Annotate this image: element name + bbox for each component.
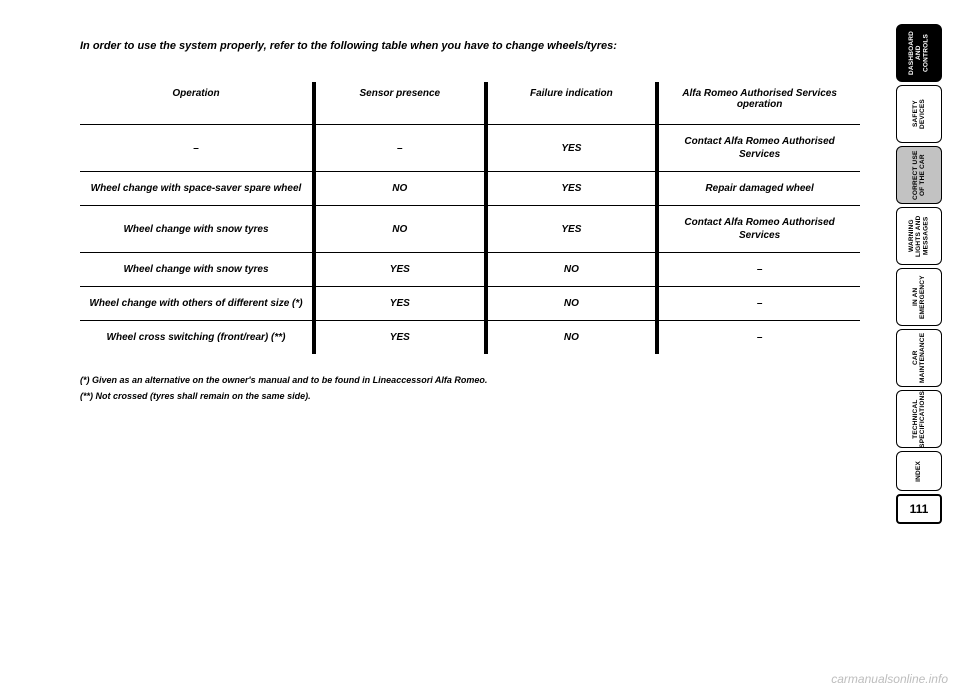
cell-sensor: – <box>314 125 486 172</box>
cell-failure: YES <box>486 172 658 206</box>
cell-sensor: NO <box>314 172 486 206</box>
table-row: Wheel cross switching (front/rear) (**) … <box>80 321 860 355</box>
table-row: Wheel change with snow tyres YES NO – <box>80 253 860 287</box>
table-row: Wheel change with space-saver spare whee… <box>80 172 860 206</box>
cell-failure: NO <box>486 287 658 321</box>
cell-operation: Wheel change with snow tyres <box>80 253 314 287</box>
col-header-sensor: Sensor presence <box>314 82 486 125</box>
tab-label: CAR MAINTENANCE <box>912 332 926 384</box>
col-header-failure: Failure indication <box>486 82 658 125</box>
cell-failure: YES <box>486 125 658 172</box>
cell-operation: Wheel cross switching (front/rear) (**) <box>80 321 314 355</box>
tab-technical[interactable]: TECHNICAL SPECIFICATIONS <box>896 390 942 448</box>
cell-operation: Wheel change with space-saver spare whee… <box>80 172 314 206</box>
side-tabs: DASHBOARD AND CONTROLS SAFETY DEVICES CO… <box>896 24 942 524</box>
col-header-operation: Operation <box>80 82 314 125</box>
cell-services: – <box>657 321 860 355</box>
cell-services: Repair damaged wheel <box>657 172 860 206</box>
tab-label: WARNING LIGHTS AND MESSAGES <box>908 210 929 262</box>
cell-operation: Wheel change with others of different si… <box>80 287 314 321</box>
cell-services: – <box>657 287 860 321</box>
tab-label: SAFETY DEVICES <box>912 88 926 140</box>
table-row: – – YES Contact Alfa Romeo Authorised Se… <box>80 125 860 172</box>
page-content: In order to use the system properly, ref… <box>80 40 860 404</box>
cell-services: Contact Alfa Romeo Authorised Services <box>657 206 860 253</box>
tab-label: CORRECT USE OF THE CAR <box>912 149 926 201</box>
col-header-services: Alfa Romeo Authorised Services operation <box>657 82 860 125</box>
cell-sensor: YES <box>314 287 486 321</box>
tab-warning[interactable]: WARNING LIGHTS AND MESSAGES <box>896 207 942 265</box>
footnotes: (*) Given as an alternative on the owner… <box>80 372 860 404</box>
tab-dashboard[interactable]: DASHBOARD AND CONTROLS <box>896 24 942 82</box>
cell-sensor: YES <box>314 321 486 355</box>
table-row: Wheel change with snow tyres NO YES Cont… <box>80 206 860 253</box>
tab-label: TECHNICAL SPECIFICATIONS <box>912 391 926 448</box>
cell-sensor: YES <box>314 253 486 287</box>
wheel-tyre-table: Operation Sensor presence Failure indica… <box>80 82 860 354</box>
cell-failure: NO <box>486 321 658 355</box>
table-header-row: Operation Sensor presence Failure indica… <box>80 82 860 125</box>
footnote-2: (**) Not crossed (tyres shall remain on … <box>80 388 860 404</box>
tab-label: INDEX <box>915 461 922 482</box>
tab-correct-use[interactable]: CORRECT USE OF THE CAR <box>896 146 942 204</box>
cell-operation: – <box>80 125 314 172</box>
footnote-1: (*) Given as an alternative on the owner… <box>80 372 860 388</box>
cell-sensor: NO <box>314 206 486 253</box>
cell-failure: YES <box>486 206 658 253</box>
tab-index[interactable]: INDEX <box>896 451 942 491</box>
tab-emergency[interactable]: IN AN EMERGENCY <box>896 268 942 326</box>
tab-label: DASHBOARD AND CONTROLS <box>908 27 929 79</box>
table-row: Wheel change with others of different si… <box>80 287 860 321</box>
tab-safety[interactable]: SAFETY DEVICES <box>896 85 942 143</box>
tab-label: IN AN EMERGENCY <box>912 271 926 323</box>
page-number: 111 <box>896 494 942 524</box>
cell-services: – <box>657 253 860 287</box>
cell-failure: NO <box>486 253 658 287</box>
cell-operation: Wheel change with snow tyres <box>80 206 314 253</box>
cell-services: Contact Alfa Romeo Authorised Services <box>657 125 860 172</box>
intro-text: In order to use the system properly, ref… <box>80 40 860 52</box>
watermark: carmanualsonline.info <box>831 672 948 686</box>
tab-maintenance[interactable]: CAR MAINTENANCE <box>896 329 942 387</box>
